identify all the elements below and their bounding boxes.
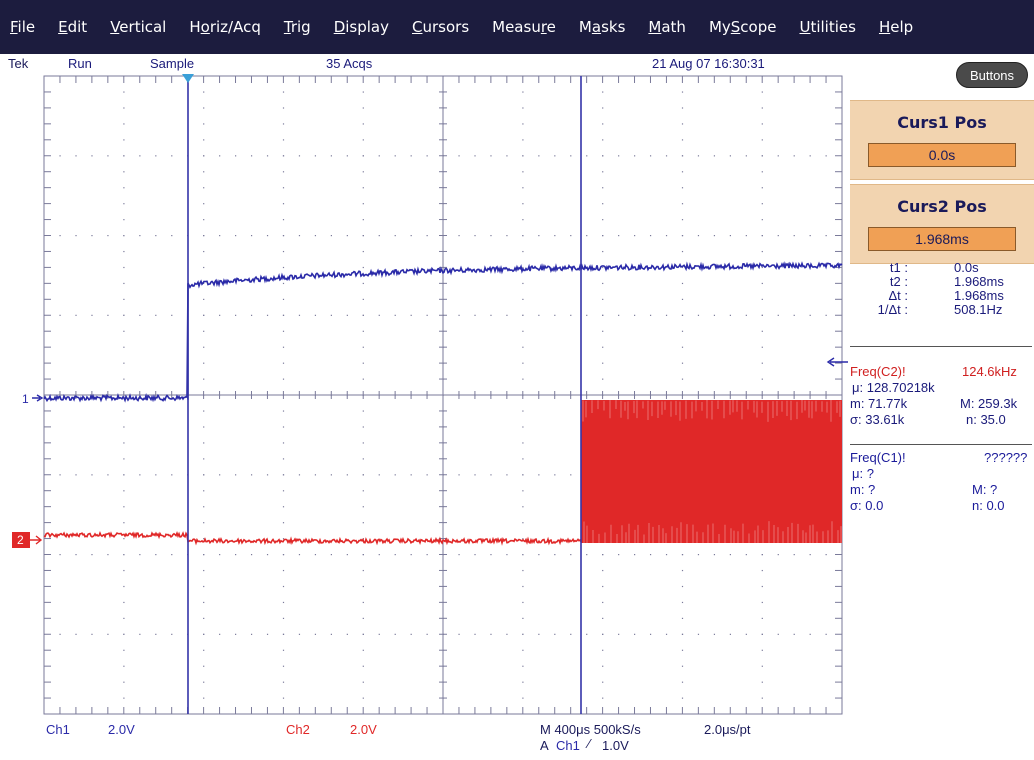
menu-horiz-acq[interactable]: Horiz/Acq: [189, 18, 261, 36]
svg-text:2: 2: [17, 533, 24, 547]
freq-c1-mean: μ: ?: [852, 466, 874, 481]
readout-t2: t2 :1.968ms: [889, 274, 1004, 289]
measurement-freq-c1[interactable]: Freq(C1)! ?????? μ: ? m: ? M: ? σ: 0.0 n…: [848, 448, 1034, 540]
curs2-pos-value[interactable]: 1.968ms: [868, 227, 1016, 251]
freq-c1-count: n: 0.0: [972, 498, 1005, 513]
bottom-readout: Ch1 2.0V Ch2 2.0V M 400μs 500kS/s 2.0μs/…: [0, 718, 848, 760]
curs1-pos-control[interactable]: Curs1 Pos 0.0s: [850, 100, 1034, 180]
freq-c2-value: 124.6kHz: [962, 364, 1017, 379]
trigger-position-icon[interactable]: [182, 74, 194, 83]
readout-delta-t: Δt :1.968ms: [888, 288, 1004, 303]
acq-count: 35 Acqs: [326, 56, 373, 71]
menu-masks[interactable]: Masks: [578, 18, 626, 36]
ch2-waveform: [43, 530, 582, 546]
ch1-waveform: [43, 261, 843, 403]
waveform-display[interactable]: 12: [0, 74, 848, 718]
menu-edit[interactable]: Edit: [58, 18, 88, 36]
freq-c2-sigma: σ: 33.61k: [850, 412, 905, 427]
menu-display[interactable]: Display: [333, 18, 389, 36]
menu-bar: File Edit Vertical Horiz/Acq Trig Display Curs…: [0, 0, 1034, 54]
menu-math[interactable]: Math: [648, 18, 686, 36]
menu-cursors[interactable]: Cursors: [412, 18, 470, 36]
curs2-pos-title: Curs2 Pos: [897, 197, 987, 216]
measurement-reference-arrow-icon: [826, 357, 848, 367]
ch2-ground-marker[interactable]: [12, 532, 30, 548]
freq-c1-min: m: ?: [850, 482, 876, 497]
curs1-pos-value[interactable]: 0.0s: [868, 143, 1016, 167]
readout-inv-delta-t: 1/Δt :508.1Hz: [877, 302, 1003, 317]
menu-trig[interactable]: Trig: [283, 18, 311, 36]
acq-mode[interactable]: Sample: [150, 56, 195, 71]
freq-c1-sigma: σ: 0.0: [850, 498, 884, 513]
date-time: 21 Aug 07 16:30:31: [652, 56, 765, 71]
menu-myscope[interactable]: MyScope: [708, 18, 777, 36]
curs1-pos-title: Curs1 Pos: [897, 113, 987, 132]
menu-measure[interactable]: Measure: [492, 18, 556, 36]
readout-t1: t1 :0.0s: [889, 260, 979, 275]
buttons-toggle-button[interactable]: Buttons: [956, 62, 1028, 88]
freq-c2-label: Freq(C2)!: [850, 364, 906, 379]
ch1-ground-marker[interactable]: 1: [22, 392, 29, 406]
cursor-readout: t1 :0.0s t2 :1.968ms Δt :1.968ms 1/Δt :5…: [848, 260, 1034, 344]
menu-utilities[interactable]: Utilities: [799, 18, 856, 36]
trigger-prefix: A: [540, 738, 549, 753]
horizontal-scale[interactable]: M 400μs 500kS/s: [540, 722, 641, 737]
brand-label: Tek: [8, 56, 29, 71]
run-state[interactable]: Run: [68, 56, 92, 71]
ch1-label[interactable]: Ch1: [46, 722, 70, 737]
freq-c1-value: ??????: [984, 450, 1028, 465]
freq-c2-min: m: 71.77k: [850, 396, 908, 411]
ch2-burst-region: [581, 400, 842, 543]
trigger-level[interactable]: 1.0V: [602, 738, 629, 753]
status-bar: Tek Run Sample 35 Acqs 21 Aug 07 16:30:3…: [0, 54, 848, 74]
curs2-pos-control[interactable]: Curs2 Pos 1.968ms: [850, 184, 1034, 264]
divider: [850, 346, 1032, 347]
side-panel: Buttons Curs1 Pos 0.0s Curs2 Pos 1.968ms…: [848, 54, 1034, 760]
ch1-scale[interactable]: 2.0V: [108, 722, 135, 737]
record-resolution: 2.0μs/pt: [704, 722, 751, 737]
menu-vertical[interactable]: Vertical: [110, 18, 167, 36]
menu-help[interactable]: Help: [878, 18, 914, 36]
trigger-source[interactable]: Ch1: [556, 738, 580, 753]
freq-c2-mean: μ: 128.70218k: [852, 380, 935, 395]
divider: [850, 444, 1032, 445]
ch2-label[interactable]: Ch2: [286, 722, 310, 737]
ch2-scale[interactable]: 2.0V: [350, 722, 377, 737]
freq-c2-max: M: 259.3k: [960, 396, 1018, 411]
freq-c1-max: M: ?: [972, 482, 998, 497]
freq-c1-label: Freq(C1)!: [850, 450, 906, 465]
measurement-freq-c2[interactable]: Freq(C2)! 124.6kHz μ: 128.70218k m: 71.7…: [848, 350, 1034, 442]
rising-edge-icon: ⁄: [588, 736, 591, 751]
menu-file[interactable]: File: [10, 18, 36, 36]
freq-c2-count: n: 35.0: [966, 412, 1006, 427]
